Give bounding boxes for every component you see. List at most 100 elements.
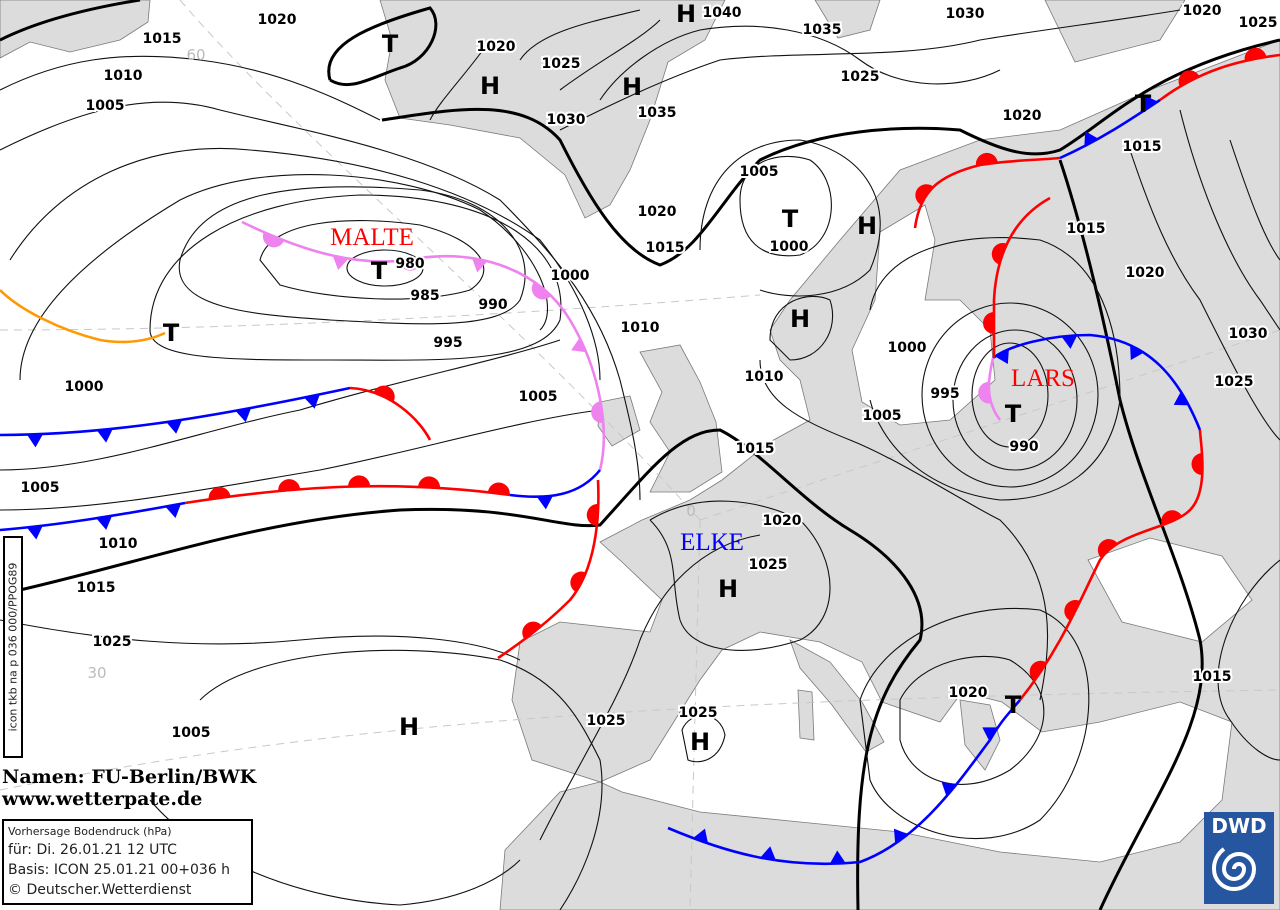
isobar-label: 1000 [888,340,927,356]
isobar-label: 1025 [679,705,718,721]
warm-front-semicircle [1161,510,1183,526]
trough-line [0,289,166,344]
cold-front-triangle [1143,95,1158,111]
warm-front-semicircle [1097,539,1118,558]
cold-front-west [0,386,351,437]
cold-front-triangle [26,434,43,448]
cold-front-triangle [829,850,846,864]
warm-front-semicircle [983,312,994,334]
warm-front-north-2 [1159,53,1280,102]
cold-front-triangle [1061,335,1078,349]
cold-front-triangle [235,407,252,423]
sea-mediterranean [599,631,1233,863]
cold-front-triangle [332,255,349,270]
low-pressure-center: T [782,205,799,233]
isobar-label: 1020 [1126,265,1165,281]
cold-front-lars [992,333,1202,431]
land-arctic-islands [1044,0,1186,63]
sea-black [1087,537,1253,643]
isobar-label: 1005 [863,408,902,424]
isobar-label: 1020 [949,685,988,701]
isobar-label: 1020 [258,12,297,28]
isobar-label: 980 [395,256,424,272]
isobar-label: 1015 [1067,221,1106,237]
cold-front-triangle [994,348,1009,365]
land-greece [959,699,1001,771]
isobar-label: 995 [433,335,462,351]
grid-label-60: 60 [186,46,205,64]
cold-front-triangle [471,258,488,273]
cold-front-triangle [536,495,553,510]
isobar-label: 1015 [1123,139,1162,155]
warm-front-semicircle [1029,660,1047,681]
isobar-label: 1020 [477,39,516,55]
land-great-britain [639,344,723,493]
land-baffin [0,0,151,59]
isobar-label: 1015 [77,580,116,596]
warm-front-semicircle [418,476,441,488]
front-name-malte: MALTE [330,224,414,251]
low-pressure-center: T [163,319,180,347]
cold-front-triangle [760,846,776,861]
cold-front-triangle [166,419,183,434]
isobar-label: 1005 [172,725,211,741]
warm-front-semicircle [991,243,1007,265]
low-pressure-center: T [382,30,399,58]
warm-front-semicircle [373,385,395,402]
isobar-label: 1015 [646,240,685,256]
website-link[interactable]: www.wetterpate.de [2,788,203,810]
isobar-label: 1000 [770,239,809,255]
cold-front-triangle [1173,391,1189,406]
isobar-label: 1025 [841,69,880,85]
warm-front-north-1 [913,156,1061,229]
isobar-label: 985 [410,288,439,304]
dwd-logo: DWD [1204,812,1274,904]
spiral-icon [1211,847,1257,891]
occluded-front-lars [987,357,1002,421]
warm-front-south [184,484,511,505]
isobar-label: 990 [478,297,507,313]
warm-front-semicircle [348,475,371,487]
cold-front-triangle [96,515,113,530]
isobar-label: 1025 [587,713,626,729]
high-pressure-center: H [718,575,738,603]
isobar-label: 1010 [104,68,143,84]
isobar-label: 1030 [946,6,985,22]
isobar-label: 1015 [1193,669,1232,685]
cold-front-triangle [1084,131,1099,147]
high-pressure-center: H [857,212,877,240]
info-valid-time: für: Di. 26.01.21 12 UTC [8,842,177,858]
low-pressure-center: T [1005,691,1022,719]
warm-front-semicircle [399,258,422,271]
isobar-label: 1035 [638,105,677,121]
isobar-label: 1020 [638,204,677,220]
info-copyright: © Deutscher.Wetterdienst [8,882,192,898]
warm-front-semicircle [978,381,991,404]
isobar-label: 1000 [65,379,104,395]
names-credit: Namen: FU-Berlin/BWK [2,766,257,788]
cold-front-triangle [1130,344,1145,361]
warm-front-semicircle [1178,70,1200,87]
info-title: Vorhersage Bodendruck (hPa) [8,825,172,838]
land-svalbard [814,0,881,39]
cold-front-triangle [96,428,113,443]
cold-front-triangle [571,337,587,353]
model-code: icon tkb na p 036 000/PPOG89 [6,562,20,732]
warm-front-semicircle [262,232,285,248]
isobar-label: 995 [930,386,959,402]
cold-front-south-1 [0,501,186,532]
isobar-label: 1000 [551,268,590,284]
warm-front-semicircle [208,486,231,500]
isobar-labels: 1020 1015 1010 1005 1020 1025 1030 1035 1040 1035… [19,1,1280,743]
cold-front-triangle [165,503,182,518]
cold-front-triangle [26,525,43,540]
warm-front-semicircle [522,621,542,640]
cold-front-triangle [982,727,998,741]
isobar-label: 1015 [143,31,182,47]
isobar-label: 1020 [763,513,802,529]
high-pressure-center: H [790,305,810,333]
high-pressure-center: H [676,0,696,28]
